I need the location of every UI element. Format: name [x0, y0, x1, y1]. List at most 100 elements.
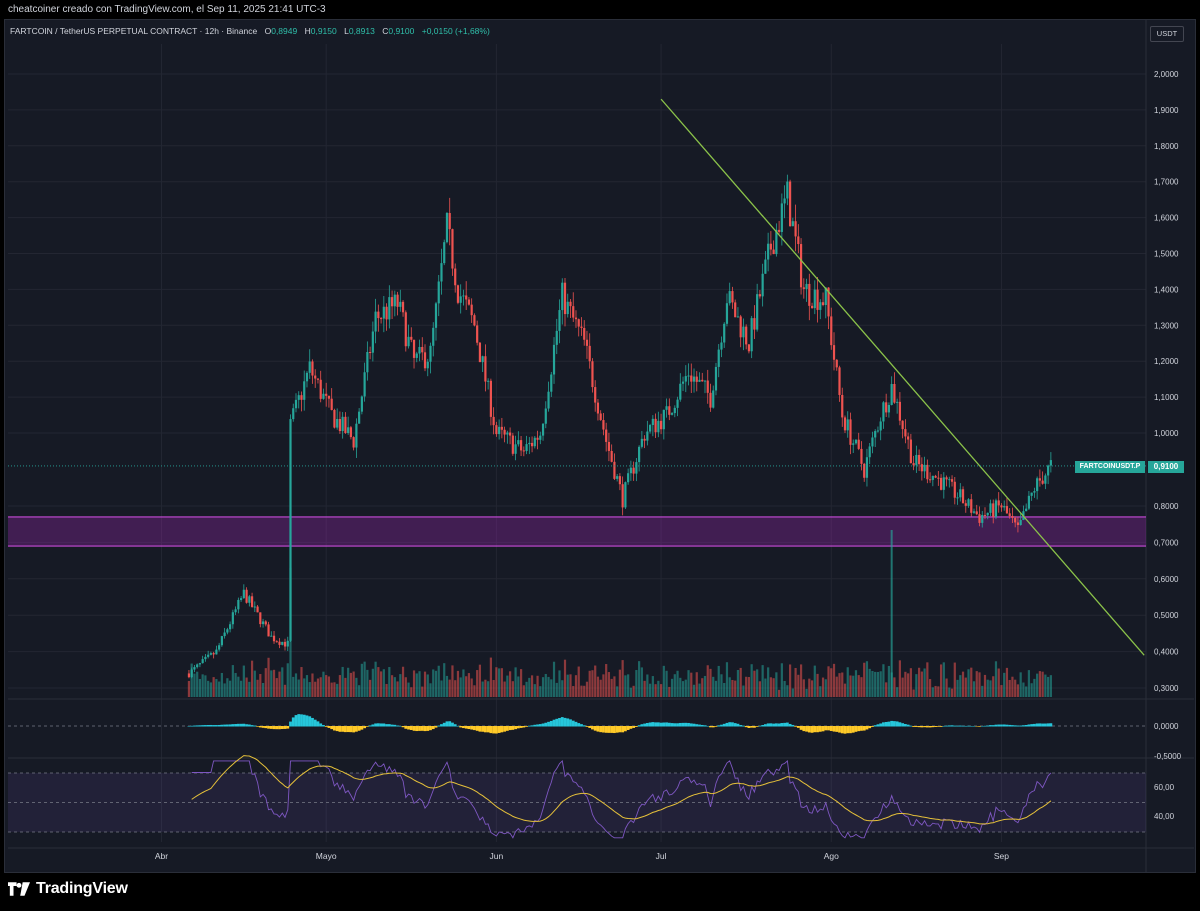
candle-body [580, 326, 583, 328]
candle-body [201, 659, 204, 664]
volume-bar [838, 673, 841, 697]
volume-bar [580, 685, 583, 697]
macd-bar [673, 723, 677, 727]
candle-body [193, 667, 196, 670]
macd-bar [1035, 723, 1039, 727]
macd-bar [522, 726, 526, 728]
volume-bar [245, 677, 248, 697]
volume-bar [242, 665, 245, 697]
volume-bar [863, 662, 866, 697]
volume-bar [187, 680, 191, 697]
macd-bar [978, 726, 981, 727]
candle-body [267, 624, 270, 637]
macd-bar [209, 724, 213, 727]
candle-body [909, 439, 912, 464]
time-axis-label: Jul [656, 851, 667, 861]
candle-body [591, 361, 594, 388]
candle-body [341, 416, 344, 432]
candle-body [717, 349, 720, 367]
macd-bar [956, 725, 959, 727]
macd-bar [297, 714, 301, 727]
symbol-legend[interactable]: FARTCOIN / TetherUS PERPETUAL CONTRACT ·… [10, 26, 490, 36]
macd-bar [884, 721, 888, 727]
price-axis-label: 2,0000 [1154, 70, 1179, 79]
macd-bar [747, 726, 751, 729]
volume-bar [736, 670, 740, 697]
volume-bar [547, 676, 550, 697]
volume-bar [429, 683, 432, 697]
volume-bar [596, 676, 600, 697]
volume-bar [701, 678, 704, 697]
candle-body [311, 361, 314, 376]
volume-bar [1019, 672, 1022, 697]
macd-bar [1038, 723, 1042, 727]
volume-bar [583, 685, 586, 697]
volume-bar [220, 672, 223, 697]
macd-bar [511, 726, 515, 730]
volume-bar [325, 675, 328, 697]
currency-button[interactable]: USDT [1150, 26, 1184, 42]
macd-bar [214, 725, 218, 727]
macd-bar [291, 717, 295, 727]
volume-bar [868, 668, 871, 697]
volume-bar [498, 668, 501, 697]
candle-body [294, 399, 298, 409]
candle-body [709, 392, 712, 408]
macd-bar [695, 724, 699, 727]
candle-body [440, 263, 443, 282]
macd-bar [903, 724, 907, 727]
volume-bar [423, 671, 427, 697]
volume-bar [511, 681, 514, 697]
macd-bar [481, 726, 485, 732]
tradingview-brand[interactable]: TradingView [8, 878, 128, 900]
macd-bar [610, 726, 614, 733]
volume-bar [1033, 678, 1036, 697]
price-axis-label: 0,4000 [1154, 648, 1179, 657]
candle-body [758, 294, 761, 297]
macd-bar [1043, 723, 1047, 727]
macd-bar [890, 720, 894, 727]
candle-body [585, 339, 589, 346]
price-axis-label: 0,5000 [1154, 611, 1179, 620]
volume-bar [341, 666, 344, 697]
candle-body [657, 420, 660, 433]
candle-body [462, 295, 465, 297]
macd-bar [442, 722, 446, 727]
candle-body [791, 221, 794, 227]
candle-body [1008, 513, 1011, 517]
candle-body [638, 446, 641, 463]
candle-body [536, 437, 539, 440]
macd-bar [335, 726, 339, 732]
volume-bar [1011, 676, 1014, 697]
volume-bar [305, 675, 309, 697]
macd-bar [533, 724, 537, 727]
candle-body [703, 380, 707, 382]
candle-body [725, 303, 729, 324]
volume-bar [410, 687, 413, 697]
symbol-title[interactable]: FARTCOIN / TetherUS PERPETUAL CONTRACT ·… [10, 26, 258, 36]
candle-body [256, 606, 259, 613]
macd-bar [838, 726, 841, 733]
candle-body [525, 444, 528, 452]
macd-bar [698, 724, 701, 727]
macd-bar [602, 726, 605, 733]
volume-bar [541, 677, 545, 697]
candle-body [264, 621, 267, 625]
candle-body [860, 448, 863, 464]
candle-body [215, 649, 218, 655]
volume-bar [819, 686, 822, 697]
candle-body [961, 489, 965, 504]
volume-bar [835, 676, 838, 697]
candle-body [681, 381, 685, 384]
volume-bar [588, 670, 591, 697]
volume-bar [934, 685, 937, 697]
candle-body [220, 636, 223, 646]
volume-bar [901, 677, 904, 697]
candle-body [832, 345, 836, 360]
volume-bar [810, 680, 814, 697]
candle-body [209, 653, 212, 655]
volume-bar [665, 670, 668, 697]
candle-body [410, 336, 413, 340]
candle-body [939, 477, 943, 490]
